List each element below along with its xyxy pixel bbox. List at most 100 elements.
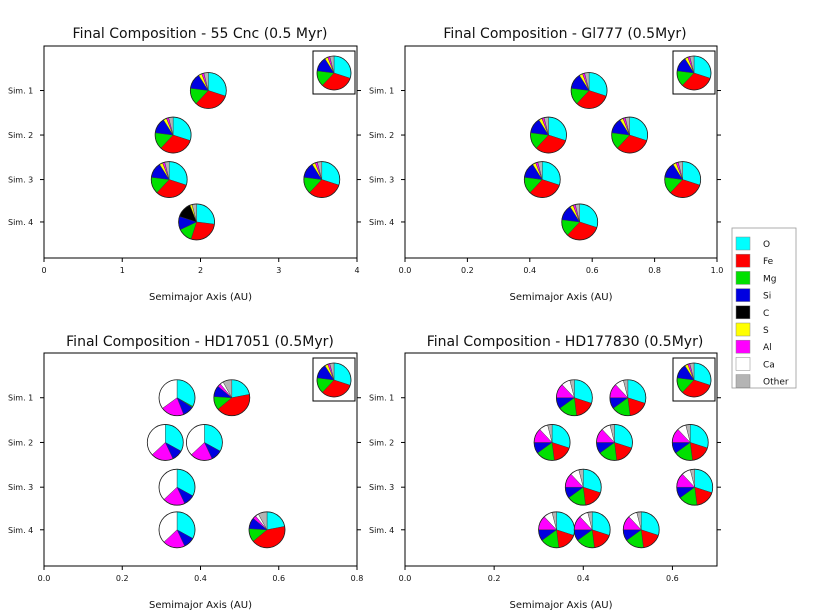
y-tick-label: Sim. 1 [369, 87, 394, 96]
pie-outline [523, 161, 561, 198]
x-tick-label: 0.2 [116, 574, 129, 583]
planet-pie [676, 468, 714, 506]
chart-title: Final Composition - HD17051 (0.5Myr) [66, 334, 334, 350]
pie-outline [555, 379, 593, 417]
pie-outline [150, 161, 188, 198]
chart-title: Final Composition - HD177830 (0.5Myr) [427, 334, 704, 350]
pie-outline [676, 362, 712, 398]
legend-swatch-c [735, 305, 751, 320]
planet-pie [158, 379, 196, 417]
legend-swatch-other [735, 374, 751, 388]
pie-outline [530, 116, 567, 154]
x-tick-label: 0.6 [272, 574, 285, 583]
pie-outline [570, 72, 608, 109]
planet-pie [609, 379, 647, 417]
x-tick-label: 0.8 [351, 574, 364, 583]
x-axis-label: Semimajor Axis (AU) [149, 600, 252, 611]
y-tick-label: Sim. 3 [369, 483, 394, 492]
pie-outline [303, 161, 341, 198]
plot-frame [404, 45, 718, 259]
planet-pie [186, 424, 223, 461]
x-axis-label: Semimajor Axis (AU) [510, 600, 613, 611]
legend-label-fe: Fe [763, 257, 774, 267]
chart-panel-1: Final Composition - 55 Cnc (0.5 Myr) 0 1 2 3… [8, 26, 361, 303]
legend-label-c: C [763, 309, 769, 319]
planet-pie [573, 511, 611, 549]
x-tick-label: 1.0 [711, 266, 724, 275]
pie-outline [664, 161, 702, 198]
legend-swatch-fe [735, 253, 751, 268]
pie-outline [154, 116, 192, 154]
pie-outline [189, 72, 227, 109]
planet-pie [596, 424, 633, 461]
planet-pie [150, 161, 188, 198]
planet-pie [248, 511, 286, 549]
planet-pie [555, 379, 593, 417]
legend-swatch-ca [735, 357, 751, 371]
legend-swatch-s [735, 322, 751, 337]
planet-pie [178, 203, 215, 241]
y-tick-label: Sim. 2 [8, 131, 33, 140]
legend-label-other: Other [763, 378, 789, 388]
y-tick-label: Sim. 1 [8, 394, 33, 403]
legend-swatch-o [735, 236, 751, 251]
y-tick-label: Sim. 4 [369, 526, 394, 535]
pie-outline [609, 379, 647, 417]
x-tick-label: 1 [120, 266, 125, 275]
y-tick-label: Sim. 3 [8, 483, 33, 492]
y-tick-label: Sim. 1 [369, 394, 394, 403]
pie-outline [533, 424, 571, 461]
planet-pie [189, 72, 227, 109]
planet-pie [213, 379, 251, 417]
x-tick-label: 0.6 [666, 574, 679, 583]
reference-pie [676, 362, 712, 398]
y-tick-label: Sim. 2 [369, 438, 394, 447]
pie-outline [611, 116, 649, 154]
y-tick-label: Sim. 3 [8, 176, 33, 185]
legend-label-ca: Ca [763, 360, 775, 370]
planet-pie [538, 511, 575, 549]
pie-outline [248, 511, 286, 549]
planet-pie [523, 161, 561, 198]
chart-panel-2: Final Composition - Gl777 (0.5Myr) 0.0 0.2… [369, 26, 723, 303]
x-tick-label: 0.0 [399, 266, 412, 275]
planet-pie [622, 511, 660, 549]
x-axis-label: Semimajor Axis (AU) [149, 292, 252, 303]
pie-outline [178, 203, 215, 241]
y-tick-label: Sim. 4 [369, 218, 394, 227]
x-tick-label: 2 [198, 266, 203, 275]
x-tick-label: 0 [41, 266, 46, 275]
pie-outline [564, 468, 602, 506]
reference-pie [316, 362, 352, 398]
planet-pie [533, 424, 571, 461]
pie-outline [671, 424, 709, 461]
y-tick-label: Sim. 2 [369, 131, 394, 140]
planet-pie [611, 116, 649, 154]
x-axis-label: Semimajor Axis (AU) [510, 292, 613, 303]
pie-outline [186, 424, 223, 461]
y-tick-label: Sim. 1 [8, 87, 33, 96]
x-tick-label: 0.4 [194, 574, 207, 583]
planet-pie [158, 468, 196, 506]
chart-panel-3: Final Composition - HD17051 (0.5Myr) 0.0 0… [8, 334, 363, 611]
planet-pie [154, 116, 192, 154]
legend-swatch-si [735, 288, 751, 302]
pie-outline [316, 362, 352, 398]
pie-outline [158, 379, 196, 417]
legend-label-mg: Mg [763, 274, 776, 284]
chart-title: Final Composition - Gl777 (0.5Myr) [443, 26, 686, 42]
pie-outline [573, 511, 611, 549]
pie-outline [676, 55, 712, 91]
planet-pie [570, 72, 608, 109]
y-tick-label: Sim. 2 [8, 438, 33, 447]
pie-outline [596, 424, 633, 461]
x-tick-label: 0.0 [38, 574, 51, 583]
planet-pie [530, 116, 567, 154]
x-tick-label: 0.6 [586, 266, 599, 275]
y-tick-label: Sim. 3 [369, 176, 394, 185]
x-tick-label: 0.2 [488, 574, 501, 583]
pie-outline [213, 379, 251, 417]
x-tick-label: 0.8 [648, 266, 661, 275]
legend-label-al: Al [763, 343, 772, 353]
